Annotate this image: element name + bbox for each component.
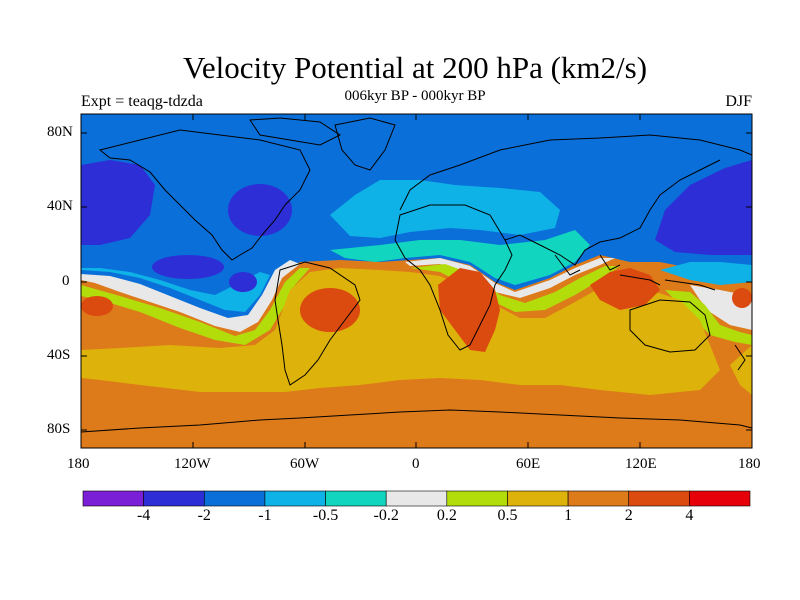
lat-label-80n: 80N	[47, 124, 73, 140]
colorbar-label: -2	[197, 507, 211, 524]
colorbar-swatch	[567, 490, 630, 507]
lon-label-120w: 120W	[174, 456, 211, 472]
experiment-label: Expt = teaqg-tdzda	[81, 93, 203, 110]
colorbar-swatch	[325, 490, 387, 507]
negative-center-pacific-e	[655, 160, 752, 255]
lat-label-0: 0	[62, 273, 70, 289]
lat-label-80s: 80S	[47, 421, 71, 437]
colorbar-swatch	[507, 490, 569, 507]
positive-max-africa	[438, 268, 500, 352]
lat-label-40n: 40N	[47, 198, 73, 214]
lon-label-60e: 60E	[516, 456, 541, 472]
contour-fill	[81, 114, 752, 448]
colorbar-label: 1	[564, 507, 573, 524]
lon-label-180e: 180	[738, 456, 761, 472]
coastlines	[81, 117, 752, 433]
colorbar	[82, 490, 751, 507]
lat-label-40s: 40S	[47, 347, 71, 363]
colorbar-swatch	[689, 490, 751, 507]
colorbar-label: 0.2	[436, 507, 457, 524]
colorbar-label: -0.2	[373, 507, 399, 524]
colorbar-swatch	[264, 490, 326, 507]
plot-subtitle: 006kyr BP - 000kyr BP	[344, 88, 486, 104]
colorbar-label: 0.5	[497, 507, 518, 524]
colorbar-swatch	[446, 490, 508, 507]
colorbar-label: 4	[685, 507, 694, 524]
colorbar-swatch	[143, 490, 205, 507]
lon-label-180w: 180	[67, 456, 90, 472]
negative-center-pacific-w	[81, 160, 155, 245]
colorbar-label: -0.5	[312, 507, 339, 524]
negative-center-namerica	[228, 184, 292, 236]
lon-label-60w: 60W	[290, 456, 320, 472]
colorbar-swatch	[82, 490, 144, 507]
season-label: DJF	[725, 93, 752, 110]
lon-label-0: 0	[412, 456, 420, 472]
axis-ticks	[81, 114, 752, 448]
colorbar-swatch	[203, 490, 266, 507]
colorbar-label: -1	[258, 507, 272, 524]
positive-max-samerica	[300, 288, 360, 332]
colorbar-swatch	[385, 490, 448, 507]
colorbar-swatch	[628, 490, 690, 507]
colorbar-label: 2	[624, 507, 633, 524]
lon-label-120e: 120E	[625, 456, 657, 472]
plot-title: Velocity Potential at 200 hPa (km2/s)	[182, 50, 648, 85]
colorbar-label: -4	[136, 507, 151, 524]
